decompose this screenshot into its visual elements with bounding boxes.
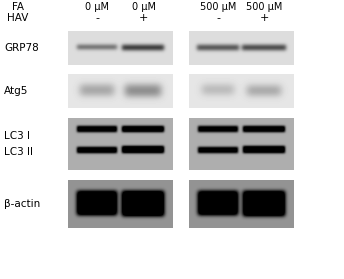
Text: 0 μM: 0 μM: [132, 2, 155, 12]
Text: -: -: [95, 13, 99, 23]
Text: GRP78: GRP78: [4, 43, 39, 53]
Text: 0 μM: 0 μM: [85, 2, 109, 12]
Text: 500 μM: 500 μM: [246, 2, 283, 12]
Text: LC3 II: LC3 II: [4, 147, 33, 157]
Text: +: +: [260, 13, 269, 23]
Text: HAV: HAV: [7, 13, 29, 23]
Text: +: +: [139, 13, 148, 23]
Text: 500 μM: 500 μM: [200, 2, 237, 12]
Text: Atg5: Atg5: [4, 86, 28, 96]
Text: -: -: [216, 13, 221, 23]
Text: β-actin: β-actin: [4, 199, 40, 209]
Text: FA: FA: [12, 2, 24, 12]
Text: LC3 I: LC3 I: [4, 131, 30, 141]
